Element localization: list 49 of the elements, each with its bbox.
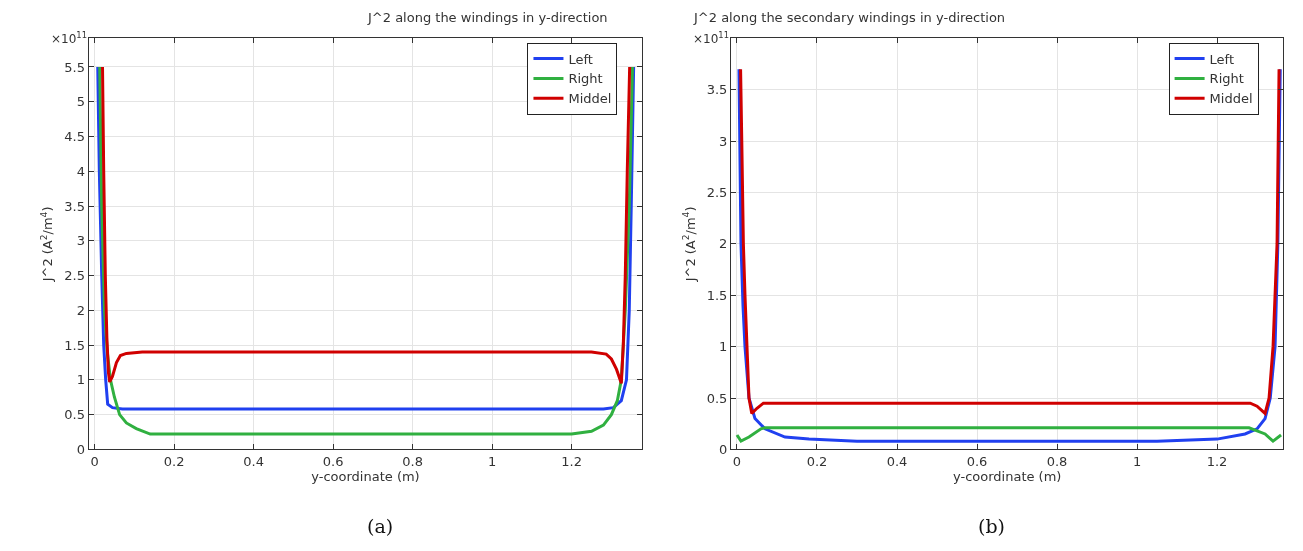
y-tick-label: 0.5 (64, 407, 85, 423)
y-tick-label: 2.5 (706, 185, 728, 201)
y-tick-label: 2 (76, 302, 85, 318)
y-tick-label: 1 (719, 339, 728, 355)
legend-label: Right (568, 71, 603, 87)
line-series (735, 426, 1283, 443)
x-tick-label: 1.2 (1206, 453, 1228, 469)
y-tick-label: 1.5 (64, 337, 85, 353)
x-tick-label: 1.2 (561, 453, 582, 469)
x-tick-label: 0.2 (806, 453, 828, 469)
legend-label: Left (568, 51, 593, 67)
y-tick-label: 1 (76, 372, 85, 388)
legend-label: Right (1209, 71, 1244, 87)
y-tick-label: 0 (719, 441, 728, 457)
chart-title: J^2 along the secondary windings in y-direction (693, 10, 1006, 25)
x-tick-label: 0.6 (322, 453, 344, 469)
x-tick-label: 0 (90, 453, 99, 469)
y-tick-label: 5.5 (64, 59, 85, 75)
chart-title: J^2 along the windings in y-direction (367, 10, 608, 25)
y-tick-label: 0.5 (706, 390, 728, 406)
y-tick-label: 2 (719, 236, 728, 252)
x-tick-label: 0 (732, 453, 742, 469)
y-tick-label: 3.5 (706, 82, 728, 98)
x-tick-label: 0.4 (243, 453, 264, 469)
x-axis-title: y-coordinate (m) (953, 468, 1062, 484)
x-tick-label: 0.6 (966, 453, 988, 469)
text: ×10$^{11}$ (693, 30, 729, 47)
y-tick-label: 5 (76, 94, 85, 110)
legend-label: Middel (568, 91, 612, 107)
text: (b) (978, 515, 1005, 537)
y-tick-label: 3.5 (64, 198, 85, 214)
x-tick-label: 1 (1132, 453, 1142, 469)
x-axis-title: y-coordinate (m) (311, 468, 420, 484)
x-tick-label: 0.4 (886, 453, 908, 469)
text: ×10$^{11}$ (51, 30, 87, 47)
y-tick-label: 4 (76, 163, 85, 179)
y-tick-label: 3 (76, 233, 85, 249)
text: (a) (367, 515, 394, 537)
y-tick-label: 3 (719, 133, 728, 149)
x-tick-label: 0.2 (163, 453, 185, 469)
x-tick-label: 0.8 (402, 453, 423, 469)
y-tick-label: 1.5 (706, 287, 728, 303)
x-tick-label: 0.8 (1046, 453, 1068, 469)
y-tick-label: 2.5 (64, 268, 85, 284)
y-tick-label: 0 (76, 441, 85, 457)
legend-label: Left (1209, 51, 1235, 67)
legend-label: Middel (1209, 91, 1253, 107)
y-tick-label: 4.5 (64, 129, 85, 145)
x-tick-label: 1 (487, 453, 497, 469)
